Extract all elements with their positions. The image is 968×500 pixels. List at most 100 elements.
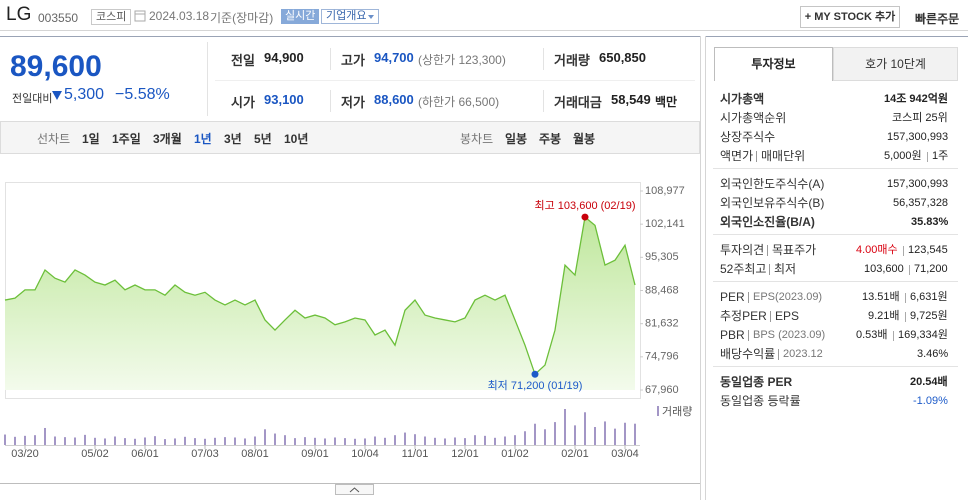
period-tab[interactable]: 1주일 (112, 132, 141, 146)
extreme-marker (531, 370, 539, 378)
volume-legend-icon (657, 406, 659, 416)
stat-value: 58,549 (611, 92, 651, 107)
stat-value: 94,700 (374, 50, 414, 65)
label-separator (748, 292, 749, 303)
info-value: 157,300,993 (887, 131, 949, 143)
overview-button[interactable]: 기업개요 (321, 9, 380, 24)
volume-bar (504, 436, 506, 445)
stat-note: 백만 (655, 95, 678, 109)
y-tick-label: 88,468 (645, 284, 679, 296)
volume-bar (74, 437, 76, 445)
info-label: 시가총액 (720, 92, 765, 106)
period-tab[interactable]: 3년 (224, 132, 242, 146)
info-label: 2023.12 (783, 348, 823, 360)
volume-bar (154, 436, 156, 445)
label-separator (778, 349, 779, 360)
info-label: 동일업종 PER (720, 375, 793, 389)
x-tick-label: 01/02 (501, 448, 529, 460)
stat-note: (상한가 123,300) (418, 53, 506, 67)
period-tab[interactable]: 5년 (254, 132, 272, 146)
quick-order-button[interactable]: 빠른주문 (915, 12, 960, 26)
info-label: 상장주식수 (720, 130, 776, 144)
volume-bar (204, 438, 206, 445)
volume-bar (124, 438, 126, 445)
info-label: 목표주가 (772, 243, 817, 257)
info-value: 169,334원 (898, 329, 948, 341)
volume-bar (284, 435, 286, 445)
volume-bar (614, 428, 616, 445)
info-value: 103,600 (864, 263, 904, 275)
volume-bar (324, 438, 326, 445)
extreme-label: 최고 103,600 (02/19) (535, 199, 636, 212)
volume-bar (624, 422, 626, 445)
volume-bar (634, 423, 636, 445)
period-tab[interactable]: 1일 (82, 132, 100, 146)
date: 2024.03.18 (149, 9, 210, 23)
volume-bar (194, 438, 196, 445)
volume-bar (394, 435, 396, 445)
period-tab[interactable]: 10년 (284, 132, 309, 146)
candle-tab[interactable]: 주봉 (539, 132, 562, 146)
candle-tab[interactable]: 일봉 (505, 132, 528, 146)
info-value: 5,000원 (884, 150, 922, 162)
x-tick-label: 07/03 (191, 448, 219, 460)
label-separator (767, 245, 768, 256)
x-tick-label: 06/01 (131, 448, 159, 460)
date-basis: 기준(장마감) (210, 11, 274, 25)
info-separator (713, 234, 958, 235)
volume-bar (274, 433, 276, 445)
mystock-button[interactable]: + MY STOCK 추가 (800, 6, 900, 28)
volume-bar (304, 437, 306, 445)
x-tick-label: 08/01 (241, 448, 269, 460)
volume-bar (104, 438, 106, 445)
period-tab[interactable]: 1년 (194, 132, 212, 146)
volume-bar (404, 432, 406, 445)
period-tab[interactable]: 3개월 (153, 132, 182, 146)
volume-bar (564, 409, 566, 445)
info-value: 0.53배 (856, 329, 888, 341)
stat-value: 93,100 (264, 92, 304, 107)
info-label: BPS (2023.09) (753, 329, 826, 341)
info-tab[interactable]: 호가 10단계 (833, 47, 958, 81)
volume-bar (344, 438, 346, 445)
volume-bar (544, 429, 546, 445)
info-tab-active[interactable]: 투자정보 (714, 47, 833, 81)
info-label: 외국인보유주식수(B) (720, 196, 825, 210)
value-separator (927, 152, 928, 162)
candle-tab[interactable]: 월봉 (573, 132, 596, 146)
info-label: 매매단위 (761, 149, 806, 163)
volume-legend: 거래량 (662, 405, 692, 418)
volume-bar (184, 436, 186, 445)
info-value: 1주 (932, 150, 949, 162)
volume-bar (214, 437, 216, 445)
info-value: -1.09% (913, 395, 948, 407)
info-separator (713, 281, 958, 282)
volume-bar (14, 436, 16, 445)
realtime-badge[interactable]: 실시간 (281, 9, 320, 24)
extreme-marker (581, 213, 589, 221)
change-percent: −5.58% (115, 86, 170, 103)
volume-bar (24, 435, 26, 445)
info-label: 추정PER (720, 309, 767, 323)
info-value: 4.00매수 (856, 244, 898, 256)
current-price: 89,600 (10, 50, 102, 83)
x-tick-label: 12/01 (451, 448, 479, 460)
info-value: 20.54배 (910, 376, 948, 388)
y-tick-label: 95,305 (645, 251, 679, 263)
volume-bar (314, 437, 316, 445)
volume-bar (84, 434, 86, 445)
volume-bar (554, 422, 556, 445)
volume-bar (574, 425, 576, 445)
info-value: 157,300,993 (887, 178, 949, 190)
info-value: 9,725원 (910, 310, 948, 322)
collapse-button[interactable] (335, 484, 374, 495)
value-separator (909, 265, 910, 275)
volume-bar (114, 436, 116, 445)
change-label: 전일대비 (12, 93, 53, 105)
volume-bar (494, 437, 496, 445)
volume-bar (454, 437, 456, 445)
info-label: PER (720, 290, 745, 304)
volume-bar (374, 436, 376, 445)
info-label: EPS (775, 309, 800, 323)
